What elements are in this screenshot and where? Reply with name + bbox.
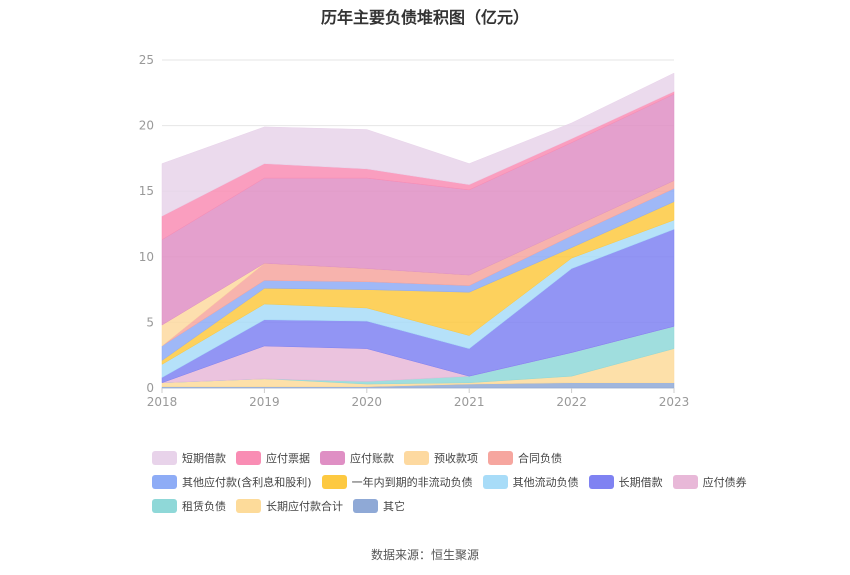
x-tick-label: 2023: [659, 395, 690, 409]
x-tick-label: 2022: [556, 395, 587, 409]
legend-swatch: [320, 451, 345, 465]
legend-item[interactable]: 预收款项: [404, 450, 478, 466]
legend-item[interactable]: 应付票据: [236, 450, 310, 466]
y-tick-label: 0: [146, 381, 154, 395]
y-tick-label: 15: [139, 184, 154, 198]
data-source-note: 数据来源：恒生聚源: [370, 548, 479, 562]
x-tick-label: 2020: [352, 395, 383, 409]
legend-label: 应付债券: [702, 476, 747, 489]
legend-label: 其他应付款(含利息和股利): [182, 476, 312, 489]
legend-label: 长期借款: [618, 476, 663, 489]
area-series: [161, 72, 675, 217]
legend-swatch: [236, 499, 261, 513]
legend-swatch: [588, 475, 614, 489]
legend-label: 租赁负债: [182, 500, 226, 513]
legend-swatch: [672, 475, 698, 489]
legend-label: 一年内到期的非流动负债: [351, 476, 473, 489]
legend-row: 租赁负债 长期应付款合计 其它: [152, 494, 712, 518]
legend-label: 预收款项: [434, 452, 478, 465]
legend-item[interactable]: 一年内到期的非流动负债: [321, 474, 473, 490]
legend-item[interactable]: 应付债券: [672, 474, 747, 490]
x-tick-label: 2021: [454, 395, 485, 409]
legend-label: 其它: [383, 500, 405, 513]
legend-item[interactable]: 长期应付款合计: [236, 498, 343, 514]
legend-item[interactable]: 合同负债: [488, 450, 562, 466]
legend-swatch: [404, 451, 429, 465]
chart-legend: 短期借款 应付票据 应付账款 预收款项 合同负债其他应付款(含利息和股利) 一年内到期的非…: [152, 446, 747, 518]
legend-swatch: [152, 451, 177, 465]
legend-label: 短期借款: [182, 452, 226, 465]
legend-label: 应付账款: [350, 452, 394, 465]
legend-item[interactable]: 租赁负债: [152, 498, 226, 514]
legend-item[interactable]: 长期借款: [588, 474, 663, 490]
legend-item[interactable]: 短期借款: [152, 450, 226, 466]
legend-row: 短期借款 应付票据 应付账款 预收款项 合同负债: [152, 446, 712, 470]
legend-swatch: [488, 451, 513, 465]
legend-label: 其他流动负债: [512, 476, 579, 489]
x-tick-label: 2019: [249, 395, 280, 409]
legend-item[interactable]: 其它: [353, 498, 405, 514]
y-tick-label: 20: [139, 119, 154, 133]
legend-item[interactable]: 其他应付款(含利息和股利): [152, 474, 312, 490]
legend-label: 合同负债: [518, 452, 562, 465]
y-tick-label: 5: [146, 315, 154, 329]
legend-swatch: [236, 451, 261, 465]
legend-item[interactable]: 应付账款: [320, 450, 394, 466]
legend-swatch: [353, 499, 378, 513]
chart-title: 历年主要负债堆积图（亿元）: [320, 8, 529, 27]
stacked-area-chart: 0 5 10 15 20 25 2018 2019 2020 2021 2022 2023: [139, 53, 690, 409]
legend-swatch: [482, 475, 508, 489]
legend-swatch: [152, 499, 177, 513]
y-tick-label: 10: [139, 250, 154, 264]
legend-swatch: [321, 475, 347, 489]
legend-label: 长期应付款合计: [266, 500, 343, 513]
legend-label: 应付票据: [266, 452, 310, 465]
legend-row: 其他应付款(含利息和股利) 一年内到期的非流动负债 其他流动负债 长期借款 应付债券: [152, 470, 747, 494]
y-tick-label: 25: [139, 53, 154, 67]
x-tick-label: 2018: [147, 395, 178, 409]
legend-item[interactable]: 其他流动负债: [482, 474, 579, 490]
legend-swatch: [152, 475, 177, 489]
